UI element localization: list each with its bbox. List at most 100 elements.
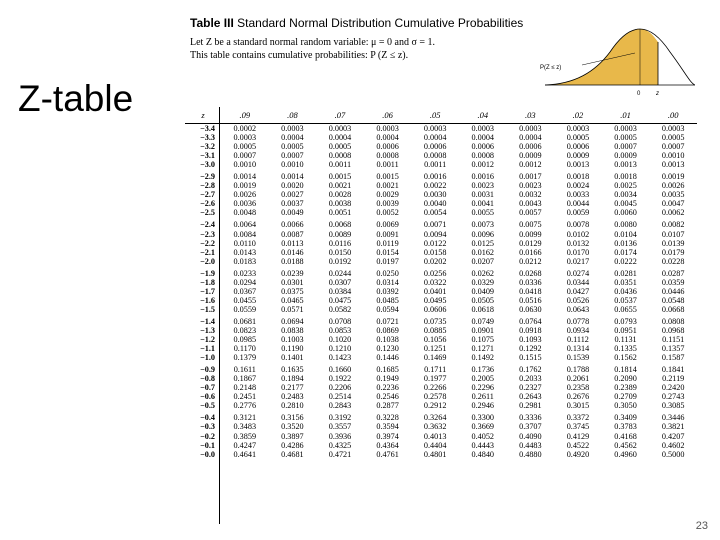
probability-cell: 0.0060 (614, 208, 637, 218)
probability-cell: 0.0045 (614, 199, 637, 209)
probability-cell: 0.0158 (423, 247, 447, 257)
probability-cell: 0.4286 (281, 440, 304, 450)
probability-cell: 0.0004 (423, 133, 447, 143)
probability-cell: 0.3192 (328, 413, 352, 423)
probability-cell: 0.0495 (423, 295, 447, 305)
probability-cell: 0.0003 (519, 124, 542, 133)
probability-cell: 0.0003 (376, 124, 399, 133)
probability-cell: 0.0793 (614, 316, 637, 326)
probability-cell: 0.0096 (471, 229, 495, 239)
probability-cell: 0.0668 (661, 304, 685, 314)
normal-curve-svg: P(Z ≤ z) 0 z (540, 28, 696, 97)
probability-cell: 0.0853 (328, 325, 352, 335)
probability-cell: 0.4052 (471, 431, 495, 441)
table-row: −0.9 0.1611 0.1635 0.1660 0.1685 0.1711 0.1736… (185, 362, 697, 374)
probability-cell: 0.1635 (281, 365, 304, 375)
probability-cell: 0.3409 (614, 413, 637, 423)
probability-cell: 0.0003 (233, 133, 257, 143)
probability-cell: 0.1977 (423, 374, 447, 384)
z-value: −0.0 (200, 449, 215, 459)
probability-cell: 0.0749 (471, 316, 495, 326)
header-row: z .09 .08 .07 .06 .05 .04 .03 .02 .01 .00 (185, 107, 697, 124)
probability-cell: 0.4168 (614, 431, 637, 441)
probability-cell: 0.0048 (233, 208, 257, 218)
header-z: z (201, 110, 205, 120)
probability-cell: 0.4247 (233, 440, 257, 450)
table-row: −2.7 0.0026 0.0027 0.0028 0.0029 0.0030 0.0031… (185, 190, 697, 199)
probability-cell: 0.1711 (424, 365, 447, 375)
probability-cell: 0.4761 (376, 449, 399, 459)
probability-cell: 0.4960 (614, 449, 637, 459)
probability-cell: 0.0041 (471, 199, 495, 209)
probability-cell: 0.0003 (423, 124, 447, 133)
probability-cell: 0.0022 (423, 181, 447, 191)
probability-cell: 0.3936 (328, 431, 352, 441)
probability-cell: 0.2358 (566, 383, 590, 393)
prob-label: P(Z ≤ z) (540, 65, 561, 71)
z-value: −1.4 (200, 316, 215, 326)
table-row: −1.4 0.0681 0.0694 0.0708 0.0721 0.0735 0.0749… (185, 314, 697, 326)
probability-cell: 0.0004 (328, 133, 352, 143)
probability-cell: 0.1131 (614, 335, 637, 345)
probability-cell: 0.2709 (614, 392, 637, 402)
table-row: −0.1 0.4247 0.4286 0.4325 0.4364 0.4404 0.4443… (185, 441, 697, 450)
probability-cell: 0.2327 (519, 383, 542, 393)
header-col: .04 (477, 110, 489, 120)
probability-cell: 0.4681 (281, 449, 304, 459)
probability-cell: 0.4090 (519, 431, 542, 441)
probability-cell: 0.1894 (281, 374, 304, 384)
probability-cell: 0.0003 (471, 124, 495, 133)
probability-cell: 0.0025 (614, 181, 637, 191)
probability-cell: 0.0129 (519, 238, 542, 248)
probability-cell: 0.0643 (566, 304, 590, 314)
probability-cell: 0.0838 (281, 325, 304, 335)
z-value: −1.1 (200, 344, 215, 354)
probability-cell: 0.0039 (376, 199, 399, 209)
probability-cell: 0.0582 (328, 304, 352, 314)
z-value: −2.9 (200, 172, 215, 182)
z-table-figure: Table III Standard Normal Distribution C… (185, 12, 697, 524)
probability-cell: 0.0446 (661, 286, 685, 296)
probability-cell: 0.3897 (281, 431, 304, 441)
probability-cell: 0.2005 (471, 374, 495, 384)
table-row: −3.1 0.0007 0.0007 0.0008 0.0008 0.0008 0.0008… (185, 151, 697, 160)
probability-cell: 0.0721 (376, 316, 399, 326)
probability-cell: 0.0188 (281, 256, 304, 266)
probability-cell: 0.0287 (661, 268, 685, 278)
probability-cell: 0.0166 (519, 247, 542, 257)
probability-cell: 0.0537 (614, 295, 637, 305)
probability-cell: 0.3974 (376, 431, 399, 441)
probability-cell: 0.0051 (328, 208, 352, 218)
z-value: −0.9 (200, 365, 215, 375)
probability-cell: 0.3264 (423, 413, 447, 423)
probability-cell: 0.0505 (471, 295, 495, 305)
probability-cell: 0.0110 (233, 238, 256, 248)
z-value: −1.2 (200, 335, 215, 345)
probability-cell: 0.4602 (661, 440, 685, 450)
probability-cell: 0.2420 (661, 383, 685, 393)
probability-cell: 0.2578 (423, 392, 447, 402)
table-row: −2.2 0.0110 0.0113 0.0116 0.0119 0.0122 0.0125… (185, 239, 697, 248)
probability-cell: 0.0202 (423, 256, 447, 266)
probability-cell: 0.0104 (614, 229, 637, 239)
z-value: −2.5 (200, 208, 215, 218)
probability-cell: 0.0071 (423, 220, 447, 230)
table-row: −3.4 0.0002 0.0003 0.0003 0.0003 0.0003 0.0003… (185, 124, 697, 134)
probability-cell: 0.0004 (376, 133, 399, 143)
z-value: −1.0 (200, 353, 215, 363)
probability-cell: 0.0681 (233, 316, 257, 326)
z-value: −1.7 (200, 286, 215, 296)
probability-cell: 0.0003 (614, 124, 637, 133)
z-value: −0.4 (200, 413, 215, 423)
shaded-area (545, 29, 658, 85)
probability-cell: 0.1170 (233, 344, 256, 354)
probability-cell: 0.0336 (519, 277, 542, 287)
probability-cell: 0.0082 (661, 220, 685, 230)
probability-cell: 0.0329 (471, 277, 495, 287)
probability-cell: 0.0012 (471, 160, 495, 170)
probability-cell: 0.0019 (233, 181, 257, 191)
probability-cell: 0.4880 (519, 449, 542, 459)
table-row: −1.6 0.0455 0.0465 0.0475 0.0485 0.0495 0.0505… (185, 296, 697, 305)
probability-cell: 0.0436 (614, 286, 637, 296)
probability-cell: 0.4920 (566, 449, 590, 459)
